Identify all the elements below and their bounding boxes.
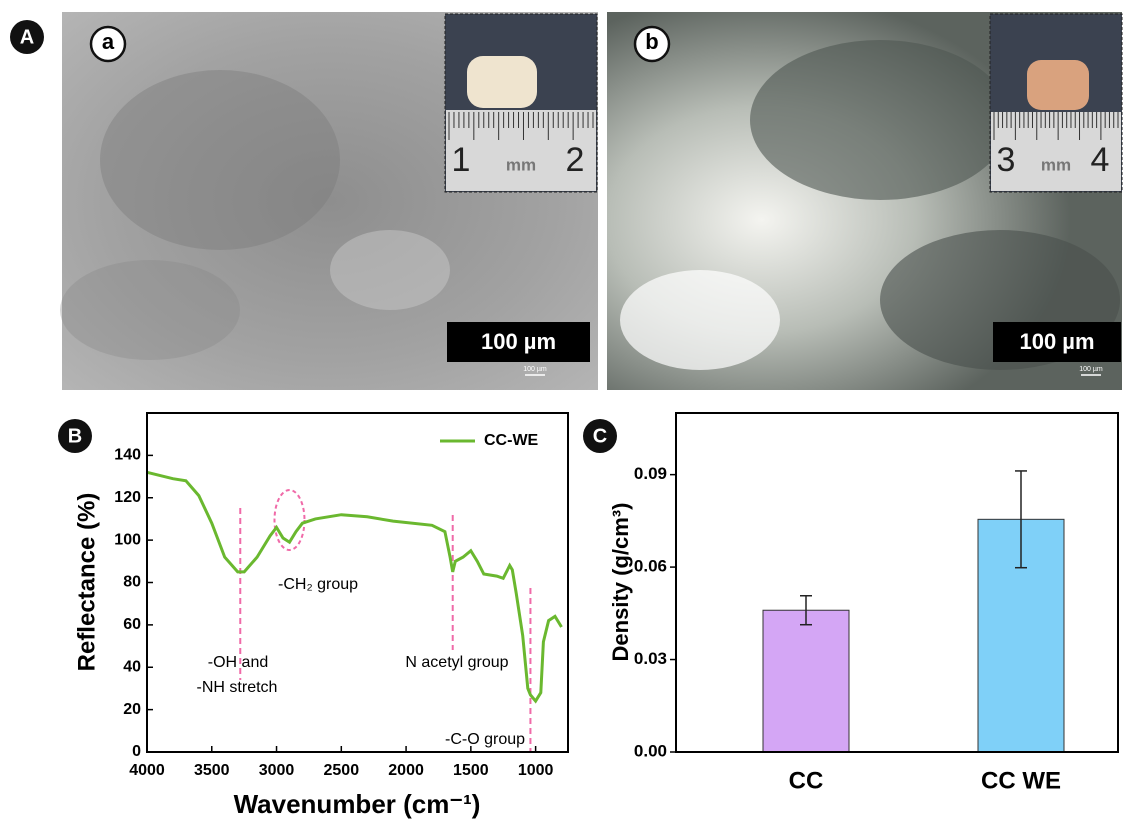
x-tick-label: 4000: [129, 762, 165, 779]
scale-bar-label: 100 µm: [1019, 329, 1094, 354]
x-tick-label: 2500: [324, 762, 360, 779]
x-axis-title: Wavenumber (cm⁻¹): [234, 789, 481, 819]
panel-label: A: [20, 26, 34, 48]
ruler-number: 2: [566, 141, 585, 179]
ruler-number: 4: [1091, 141, 1110, 179]
scale-small-label: 100 µm: [523, 366, 547, 373]
ruler-number: 1: [452, 141, 471, 179]
y-tick-label: 80: [123, 574, 141, 591]
x-tick-label: 1500: [453, 762, 489, 779]
y-tick-label: 140: [114, 447, 141, 464]
y-tick-label: 120: [114, 489, 141, 506]
bar: [763, 610, 849, 752]
figure: ABCa1mm2100 µm100 µmb3mm4100 µm100 µm400…: [0, 0, 1130, 828]
y-tick-label: 0.00: [634, 741, 667, 760]
ruler-unit: mm: [1041, 155, 1071, 174]
ruler-unit: mm: [506, 155, 536, 174]
annotation: -NH stretch: [197, 679, 278, 696]
y-axis-title: Reflectance (%): [73, 493, 100, 672]
photo-label: b: [645, 29, 658, 54]
panel-label: C: [593, 425, 607, 447]
x-tick-label: CC: [789, 767, 824, 794]
y-tick-label: 40: [123, 658, 141, 675]
y-tick-label: 0.06: [634, 557, 667, 576]
annotation: -C-O group: [445, 731, 525, 748]
x-tick-label: 2000: [388, 762, 424, 779]
x-tick-label: 3000: [259, 762, 295, 779]
y-tick-label: 0.09: [634, 464, 667, 483]
y-axis-title: Density (g/cm³): [608, 503, 633, 662]
x-tick-label: CC WE: [981, 767, 1061, 794]
photo-label: a: [102, 29, 115, 54]
y-tick-label: 60: [123, 616, 141, 633]
panel-label: B: [68, 425, 82, 447]
scale-bar-label: 100 µm: [481, 329, 556, 354]
y-tick-label: 0: [132, 743, 141, 760]
annotation: -CH₂ group: [278, 576, 358, 593]
annotation: N acetyl group: [405, 654, 508, 671]
y-tick-label: 0.03: [634, 649, 667, 668]
y-tick-label: 100: [114, 531, 141, 548]
ruler-number: 3: [997, 141, 1016, 179]
annotation: -OH and: [208, 654, 268, 671]
legend-label: CC-WE: [484, 432, 539, 449]
x-tick-label: 3500: [194, 762, 230, 779]
x-tick-label: 1000: [518, 762, 554, 779]
scale-small-label: 100 µm: [1079, 366, 1103, 373]
y-tick-label: 20: [123, 701, 141, 718]
